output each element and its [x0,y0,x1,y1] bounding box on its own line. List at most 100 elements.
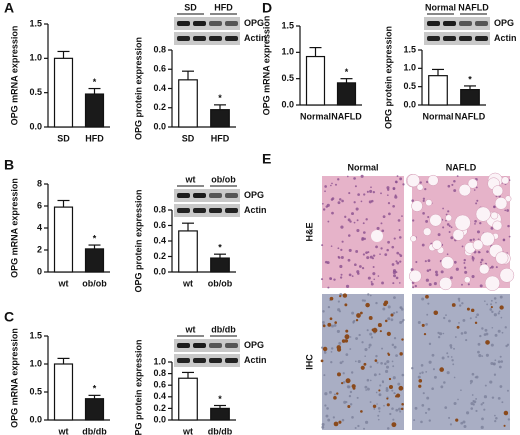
stain-dot [483,333,487,336]
stain-dot [351,311,355,315]
stain-dot [392,365,395,368]
nucleus [340,273,343,276]
lipid-vacuole [411,200,423,212]
nucleus [461,245,464,248]
stain-dot [345,353,349,356]
ihc-positive [377,323,382,328]
stain-dot [490,299,493,302]
blot-band [443,36,456,41]
ihc-positive [433,310,439,316]
nucleus [322,208,326,211]
panel-label: D [262,0,272,16]
stain-dot [381,347,384,350]
nucleus [347,218,351,222]
stain-dot [477,350,480,354]
stain-dot [504,326,507,329]
nucleus [380,222,383,225]
stain-dot [366,387,370,391]
nucleus [361,267,365,270]
stain-dot [469,379,473,383]
blot-band-label: OPG [244,340,264,350]
y-tick-label: 0.5 [29,87,42,97]
nucleus [331,182,333,185]
nucleus [361,238,364,241]
ihc-positive [337,347,342,352]
nucleus [450,226,453,229]
stain-dot [490,303,493,306]
y-tick-label: 0.0 [153,266,166,276]
lipid-vacuole [440,256,455,270]
nucleus [337,247,340,250]
stain-dot [484,384,487,387]
nucleus [344,215,347,218]
nucleus [428,283,432,287]
y-tick-label: 0.2 [153,251,166,261]
ihc-positive [338,420,342,424]
stain-dot [439,332,443,336]
nucleus [337,178,340,181]
ihc-positive [341,339,346,343]
nucleus [377,275,380,277]
stain-dot [447,355,450,358]
y-tick-label: 0.8 [153,44,166,54]
nucleus [411,199,414,202]
blot-band [475,36,488,41]
blot-strip [174,17,240,30]
panel-label: C [4,309,14,325]
y-tick-label: 1.5 [29,18,42,28]
blot-band [193,343,206,348]
lipid-vacuole [490,211,499,220]
lipid-vacuole [429,213,442,227]
nucleus [415,260,418,264]
stain-dot [490,362,494,366]
stain-dot [385,386,389,390]
blot-band [193,358,206,363]
stain-dot [422,392,425,395]
significance-mark: * [468,74,472,84]
blot-band [209,36,222,41]
stain-dot [333,323,337,327]
stain-dot [337,308,341,312]
nucleus [447,210,450,213]
stain-dot [428,360,432,364]
nucleus [340,255,344,260]
nucleus [375,245,378,249]
stain-dot [443,316,446,320]
stain-dot [375,391,378,394]
nucleus [391,263,395,266]
blot-band [193,36,206,41]
blot-band [209,358,222,363]
nucleus [399,177,403,181]
stain-dot [463,425,467,429]
bar [305,55,326,106]
blot-band [475,21,488,26]
stain-dot [364,355,367,358]
stain-dot [437,331,440,335]
nucleus [329,277,332,280]
x-tick-label: NAFLD [455,111,486,121]
histology-image [322,176,404,288]
stain-dot [392,311,396,315]
stain-dot [448,416,451,419]
stain-dot [462,420,466,424]
x-tick-label: db/db [82,426,107,435]
ihc-positive [490,306,493,309]
y-tick-label: 0.0 [29,121,42,131]
nucleus [451,183,454,186]
stain-dot [458,299,461,302]
nucleus [428,268,432,271]
stain-dot [397,382,401,386]
ihc-positive [365,302,370,308]
bar [428,75,448,106]
nucleus [394,194,397,197]
ihc-positive [503,410,509,416]
stain-dot [325,414,329,418]
lipid-vacuole [452,229,465,241]
y-axis-title: OPG protein expression [133,339,143,435]
bar [53,363,74,421]
nucleus [426,269,430,273]
x-tick-label: HFD [211,133,230,143]
nucleus [427,259,431,262]
nucleus [471,255,474,258]
lipid-vacuole [416,183,424,191]
